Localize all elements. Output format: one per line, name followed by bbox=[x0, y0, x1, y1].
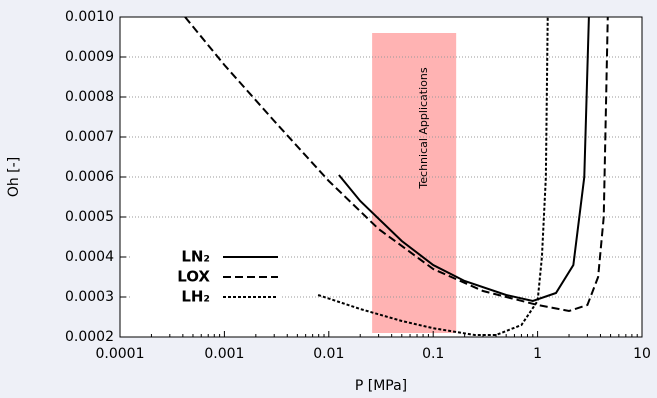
series-line bbox=[317, 17, 549, 336]
y-axis-label: Oh [-] bbox=[6, 157, 22, 197]
y-tick-label: 0.0010 bbox=[65, 9, 114, 25]
series-line bbox=[184, 17, 609, 313]
x-tick-label: 0.0001 bbox=[96, 346, 145, 362]
y-tick-label: 0.0003 bbox=[65, 289, 114, 305]
y-tick-label: 0.0008 bbox=[65, 89, 114, 105]
y-tick-label: 0.0009 bbox=[65, 49, 114, 65]
y-tick-label: 0.0005 bbox=[65, 209, 114, 225]
x-tick-label: 10 bbox=[633, 346, 651, 362]
x-tick-label: 0.1 bbox=[422, 346, 444, 362]
legend-label: LOX bbox=[177, 268, 210, 286]
legend-box bbox=[130, 242, 280, 322]
series-line bbox=[338, 17, 590, 303]
legend-label: LN₂ bbox=[181, 248, 210, 266]
y-tick-label: 0.0007 bbox=[65, 129, 114, 145]
x-tick-label: 0.01 bbox=[313, 346, 344, 362]
x-axis-label: P [MPa] bbox=[355, 378, 407, 394]
legend-label: LH₂ bbox=[181, 288, 210, 306]
x-tick-label: 0.001 bbox=[204, 346, 244, 362]
x-tick-label: 1 bbox=[533, 346, 542, 362]
y-tick-label: 0.0002 bbox=[65, 329, 114, 345]
plot-frame bbox=[119, 16, 643, 338]
y-tick-label: 0.0006 bbox=[65, 169, 114, 185]
region-label: Technical Applications bbox=[417, 67, 430, 189]
shaded-region bbox=[372, 33, 457, 333]
y-tick-label: 0.0004 bbox=[65, 249, 114, 265]
